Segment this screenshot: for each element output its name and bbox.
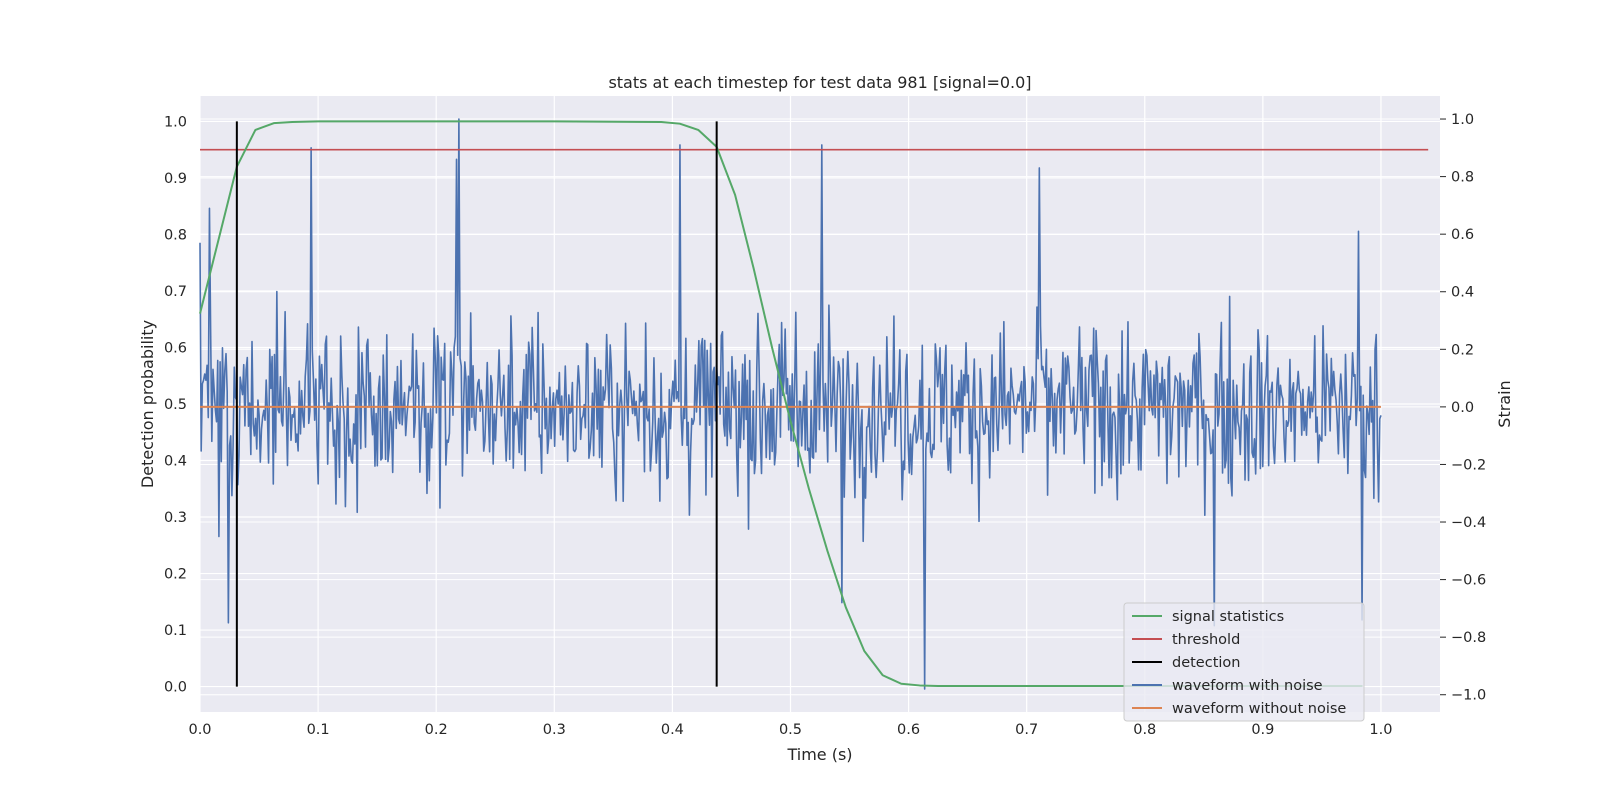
x-tick-label: 0.8 bbox=[1133, 722, 1156, 738]
y-left-tick-label: 0.7 bbox=[164, 284, 187, 300]
y-right-axis-ticks: −1.0 −0.8 −0.6 −0.4 −0.2 0.0 0.2 0.4 0.6 0.8 1.0 bbox=[1440, 112, 1486, 704]
x-tick-label: 0.0 bbox=[188, 722, 211, 738]
y-right-tick-label: 0.4 bbox=[1451, 285, 1474, 301]
y-right-tick-label: −0.2 bbox=[1451, 457, 1486, 473]
y-left-tick-label: 0.2 bbox=[164, 567, 187, 583]
x-tick-label: 0.9 bbox=[1251, 722, 1274, 738]
y-left-tick-label: 0.3 bbox=[164, 510, 187, 526]
y-right-tick-label: 0.2 bbox=[1451, 342, 1474, 358]
x-tick-label: 0.4 bbox=[661, 722, 684, 738]
chart-title: stats at each timestep for test data 981… bbox=[608, 73, 1031, 92]
x-tick-label: 0.6 bbox=[897, 722, 920, 738]
y-right-tick-label: 1.0 bbox=[1451, 112, 1474, 128]
legend-label-waveform-without-noise: waveform without noise bbox=[1172, 701, 1346, 717]
y-right-axis-title: Strain bbox=[1495, 380, 1514, 427]
legend: signal statistics threshold detection wa… bbox=[1123, 602, 1365, 722]
series-waveform-with-noise bbox=[199, 118, 1382, 690]
series-signal-statistics bbox=[199, 120, 1363, 687]
legend-box bbox=[1123, 602, 1365, 722]
x-tick-label: 1.0 bbox=[1369, 722, 1392, 738]
x-tick-label: 0.7 bbox=[1015, 722, 1038, 738]
legend-label-waveform-with-noise: waveform with noise bbox=[1172, 678, 1323, 694]
y-right-tick-label: −0.8 bbox=[1451, 630, 1486, 646]
x-tick-label: 0.2 bbox=[425, 722, 448, 738]
x-axis-ticks: 0.0 0.1 0.2 0.3 0.4 0.5 0.6 0.7 0.8 0.9 1.0 bbox=[188, 722, 1392, 738]
x-tick-label: 0.5 bbox=[779, 722, 802, 738]
y-left-tick-label: 0.1 bbox=[164, 623, 187, 639]
y-left-tick-label: 0.4 bbox=[164, 454, 187, 470]
y-right-tick-label: −1.0 bbox=[1451, 688, 1486, 704]
y-right-tick-label: −0.4 bbox=[1451, 515, 1486, 531]
legend-label-threshold: threshold bbox=[1172, 632, 1240, 648]
y-left-tick-label: 0.0 bbox=[164, 680, 187, 696]
y-left-axis-ticks: 0.0 0.1 0.2 0.3 0.4 0.5 0.6 0.7 0.8 0.9 1.0 bbox=[164, 114, 187, 695]
y-left-tick-label: 0.6 bbox=[164, 340, 187, 356]
y-right-tick-label: 0.8 bbox=[1451, 170, 1474, 186]
grid bbox=[199, 96, 1440, 712]
legend-label-signal-statistics: signal statistics bbox=[1172, 609, 1284, 625]
y-right-tick-label: −0.6 bbox=[1451, 573, 1486, 589]
series-layer bbox=[199, 118, 1429, 690]
x-tick-label: 0.1 bbox=[307, 722, 330, 738]
x-axis-title: Time (s) bbox=[786, 745, 852, 764]
y-left-tick-label: 0.5 bbox=[164, 397, 187, 413]
y-left-tick-label: 1.0 bbox=[164, 114, 187, 130]
y-right-tick-label: 0.0 bbox=[1451, 400, 1474, 416]
y-left-tick-label: 0.9 bbox=[164, 171, 187, 187]
y-right-tick-label: 0.6 bbox=[1451, 227, 1474, 243]
x-tick-label: 0.3 bbox=[543, 722, 566, 738]
y-left-axis-title: Detection probability bbox=[138, 320, 157, 488]
y-left-tick-label: 0.8 bbox=[164, 227, 187, 243]
legend-label-detection: detection bbox=[1172, 655, 1240, 671]
